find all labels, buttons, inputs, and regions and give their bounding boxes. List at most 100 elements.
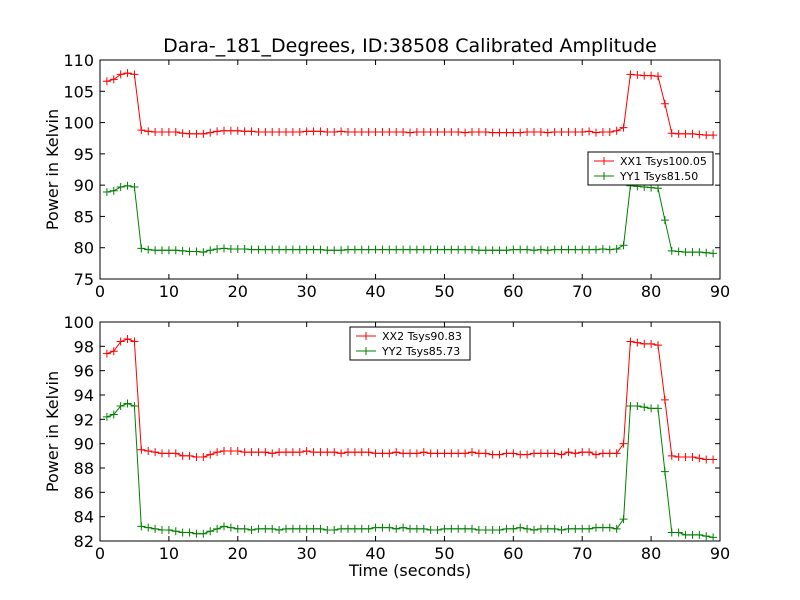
data-point	[151, 524, 160, 533]
data-point	[509, 245, 518, 254]
data-point	[309, 127, 318, 136]
data-point	[709, 249, 718, 258]
data-point	[109, 347, 118, 356]
data-point	[357, 448, 366, 457]
data-point	[488, 450, 497, 459]
data-point	[109, 186, 118, 195]
data-point	[261, 524, 270, 533]
data-point	[171, 246, 180, 255]
data-point	[447, 127, 456, 136]
data-point	[536, 245, 545, 254]
data-point	[213, 448, 222, 457]
data-point	[206, 246, 215, 255]
data-point	[130, 70, 139, 79]
y-tick-label: 88	[74, 459, 94, 478]
data-point	[288, 448, 297, 457]
data-point	[206, 128, 215, 137]
data-point	[447, 524, 456, 533]
x-tick-label: 30	[296, 544, 316, 563]
data-point	[454, 245, 463, 254]
bottom-panel: 0 10 20 30 40 50 60 70 80 90 82 84 86 88 90 92 94 96 98 100…	[43, 313, 730, 580]
data-point	[364, 245, 373, 254]
data-point	[282, 448, 290, 457]
legend-swatch-marker	[362, 347, 370, 355]
y-tick-label: 100	[63, 313, 94, 332]
data-point	[626, 401, 635, 410]
data-point	[447, 245, 456, 254]
data-point	[364, 448, 373, 457]
data-point	[412, 127, 421, 136]
y-tick-label: 95	[74, 145, 94, 164]
data-point	[681, 453, 690, 462]
data-point	[667, 246, 676, 255]
data-point	[564, 524, 573, 533]
data-point	[481, 526, 490, 535]
data-point	[578, 448, 587, 457]
data-point	[337, 449, 346, 458]
data-point	[647, 71, 656, 80]
data-point	[536, 524, 545, 533]
data-point	[523, 524, 532, 533]
data-point	[633, 338, 642, 347]
data-point	[647, 404, 656, 413]
x-tick-label: 50	[434, 544, 454, 563]
x-tick-label: 80	[641, 282, 661, 301]
data-point	[158, 127, 166, 136]
x-tick-label: 20	[228, 544, 248, 563]
data-point	[578, 524, 587, 533]
data-point	[316, 127, 325, 136]
data-point	[344, 245, 352, 254]
data-point	[385, 523, 394, 532]
data-point	[474, 526, 483, 535]
data-point	[709, 455, 718, 464]
x-tick-label: 80	[641, 544, 661, 563]
data-point	[392, 245, 401, 254]
x-tick-label: 20	[228, 282, 248, 301]
data-point	[688, 248, 697, 257]
data-point	[240, 448, 249, 457]
legend-label: XX2 Tsys90.83	[382, 330, 462, 343]
data-point	[536, 449, 545, 458]
data-point	[550, 245, 559, 254]
data-point	[688, 530, 697, 539]
chart-title: Dara-_181_Degrees, ID:38508 Calibrated A…	[163, 35, 657, 57]
data-point	[337, 246, 346, 255]
data-point	[309, 448, 318, 457]
data-point	[674, 453, 683, 462]
data-point	[288, 245, 297, 254]
data-point	[102, 412, 111, 421]
data-point	[412, 245, 421, 254]
data-point	[123, 399, 132, 408]
data-point	[709, 533, 718, 542]
y-axis-label: Power in Kelvin	[43, 109, 62, 230]
data-point	[199, 129, 208, 138]
data-point	[295, 448, 304, 457]
data-point	[220, 446, 228, 455]
y-tick-label: 80	[74, 239, 94, 258]
data-point	[220, 522, 228, 531]
data-point	[178, 129, 187, 138]
data-point	[681, 248, 690, 257]
data-point	[344, 127, 352, 136]
data-point	[399, 449, 408, 458]
data-point	[440, 245, 449, 254]
data-point	[254, 448, 263, 457]
data-point	[275, 526, 284, 535]
data-point	[695, 130, 704, 139]
data-point	[495, 526, 504, 535]
data-point	[226, 446, 235, 455]
data-point	[619, 241, 628, 250]
data-point	[660, 99, 669, 108]
data-point	[213, 244, 222, 253]
data-point	[282, 127, 290, 136]
data-point	[192, 247, 201, 256]
data-point	[440, 127, 449, 136]
data-point	[130, 337, 139, 346]
data-point	[116, 183, 125, 192]
data-point	[481, 127, 490, 136]
data-point	[399, 245, 408, 254]
data-point	[123, 335, 132, 344]
data-point	[378, 245, 387, 254]
legend-box	[587, 151, 714, 186]
